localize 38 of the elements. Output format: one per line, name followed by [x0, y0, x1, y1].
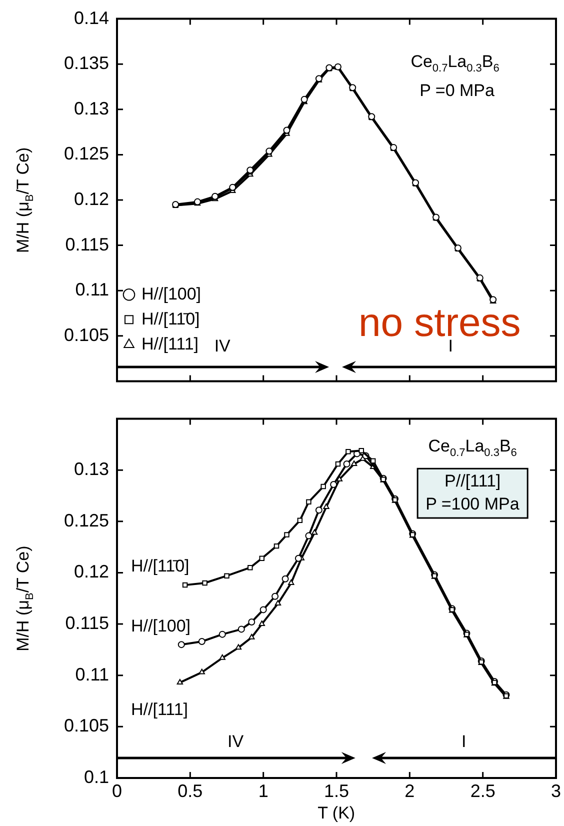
annotation: P//[111] [444, 471, 501, 490]
series-label: H//[11̄0] [131, 556, 190, 576]
y-axis-title: M/H (μB/T Ce) [14, 546, 36, 652]
x-tick-label: 1.5 [324, 780, 350, 801]
annotation: I [448, 336, 454, 356]
y-tick-label: 0.135 [64, 53, 109, 74]
x-tick-label: 2.5 [470, 780, 496, 801]
annotation: IV [214, 336, 232, 356]
x-axis-title: T (K) [318, 804, 356, 823]
y-axis-title: M/H (μB/T Ce) [14, 147, 36, 253]
y-tick-label: 0.11 [75, 664, 109, 684]
legend-label: H//[111] [142, 334, 199, 354]
y-tick-label: 0.105 [64, 324, 109, 345]
annotation: P =100 MPa [426, 494, 520, 514]
y-tick-label: 0.12 [74, 188, 109, 209]
x-tick-label: 3 [550, 780, 561, 801]
y-tick-label: 0.105 [64, 716, 109, 736]
y-tick-label: 0.125 [64, 510, 109, 530]
annotation: P =0 MPa [420, 80, 496, 100]
y-tick-label: 0.1 [84, 766, 109, 787]
y-tick-label: 0.115 [65, 613, 109, 634]
y-tick-label: 0.11 [75, 280, 109, 300]
x-tick-label: 2 [404, 780, 415, 801]
legend-label: H//[11̄0] [142, 309, 200, 328]
annotation: I [461, 732, 466, 751]
y-tick-label: 0.13 [74, 98, 109, 118]
y-tick-label: 0.13 [74, 459, 109, 480]
annotation: IV [228, 732, 244, 751]
x-tick-label: 0.5 [178, 780, 203, 801]
y-tick-label: 0.125 [64, 144, 109, 164]
legend-label: H//[100] [142, 284, 202, 304]
y-tick-label: 0.115 [65, 234, 109, 254]
series-label: H//[100] [131, 616, 191, 636]
x-tick-label: 1 [258, 780, 268, 801]
y-tick-label: 0.14 [74, 8, 109, 28]
y-tick-label: 0.12 [74, 562, 109, 582]
x-tick-label: 0 [112, 780, 122, 801]
series-label: H//[111] [131, 700, 188, 720]
